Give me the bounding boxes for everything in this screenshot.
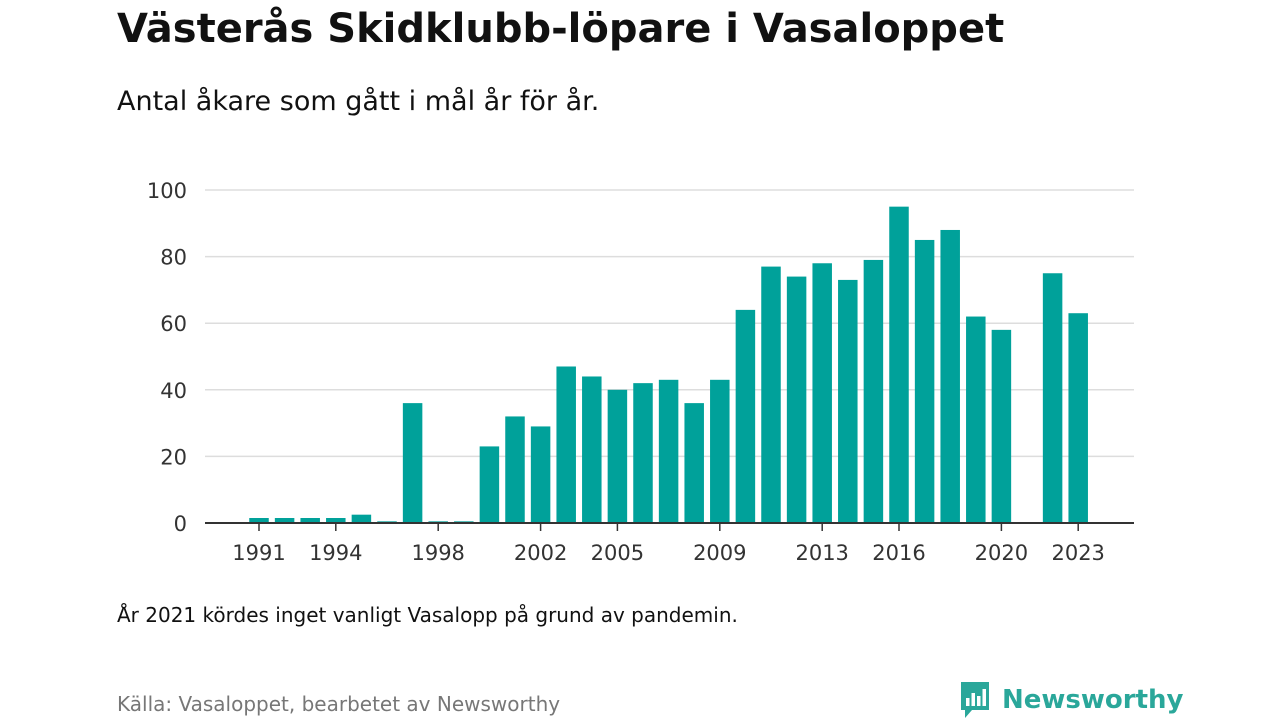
bar xyxy=(505,416,525,523)
bar xyxy=(1068,313,1088,523)
bar-chart: 0 20 40 60 80 100 1991 1994 1998 2002 2005 2009 201… xyxy=(147,179,1134,565)
bar xyxy=(582,376,602,523)
bar xyxy=(633,383,653,523)
x-tick-label: 2002 xyxy=(514,541,567,565)
bar xyxy=(556,366,576,523)
bar xyxy=(991,329,1012,523)
source-text: Källa: Vasaloppet, bearbetet av Newswort… xyxy=(117,692,561,716)
y-tick-label: 20 xyxy=(160,445,187,469)
bar xyxy=(351,514,372,523)
bar xyxy=(607,389,628,523)
bar xyxy=(838,279,858,523)
bar xyxy=(274,518,295,523)
x-tick-label: 2023 xyxy=(1051,541,1104,565)
x-tick-label: 2016 xyxy=(872,541,925,565)
bar xyxy=(914,239,935,523)
x-tick-label: 2009 xyxy=(693,541,746,565)
bar xyxy=(761,266,781,523)
chart-subtitle: Antal åkare som gått i mål år för år. xyxy=(117,86,600,117)
bar xyxy=(479,446,500,523)
bar xyxy=(812,263,832,523)
bars xyxy=(249,206,1088,523)
bar xyxy=(966,316,986,523)
bar xyxy=(300,518,320,523)
y-tick-labels: 0 20 40 60 80 100 xyxy=(147,179,187,536)
y-tick-label: 100 xyxy=(147,179,187,203)
chart-note: År 2021 kördes inget vanligt Vasalopp på… xyxy=(117,603,738,627)
x-tick-label: 2005 xyxy=(591,541,644,565)
newsworthy-logo-text: Newsworthy xyxy=(1002,685,1184,715)
x-tick-label: 2013 xyxy=(795,541,848,565)
x-tick-labels: 1991 1994 1998 2002 2005 2009 2013 2016 2020 2023 xyxy=(232,523,1105,565)
x-tick-label: 2020 xyxy=(975,541,1028,565)
y-tick-label: 80 xyxy=(160,246,187,270)
y-tick-label: 0 xyxy=(174,512,187,536)
bar xyxy=(402,403,423,523)
x-tick-label: 1991 xyxy=(232,541,285,565)
y-tick-label: 40 xyxy=(160,379,187,403)
bar xyxy=(889,206,909,523)
bar xyxy=(863,259,884,523)
x-tick-label: 1994 xyxy=(309,541,362,565)
y-tick-label: 60 xyxy=(160,312,187,336)
bar xyxy=(326,518,346,523)
newsworthy-logo-icon xyxy=(961,682,989,718)
bar xyxy=(940,229,960,523)
bar xyxy=(1042,273,1063,523)
bar xyxy=(710,379,730,523)
bar xyxy=(249,518,269,523)
x-tick-label: 1998 xyxy=(411,541,464,565)
newsworthy-logo: Newsworthy xyxy=(958,680,1183,720)
chart-title: Västerås Skidklubb-löpare i Vasaloppet xyxy=(117,6,1005,52)
bar xyxy=(786,276,807,523)
bar xyxy=(658,379,679,523)
bar xyxy=(530,426,551,523)
bar xyxy=(684,403,704,523)
bar xyxy=(735,309,756,523)
